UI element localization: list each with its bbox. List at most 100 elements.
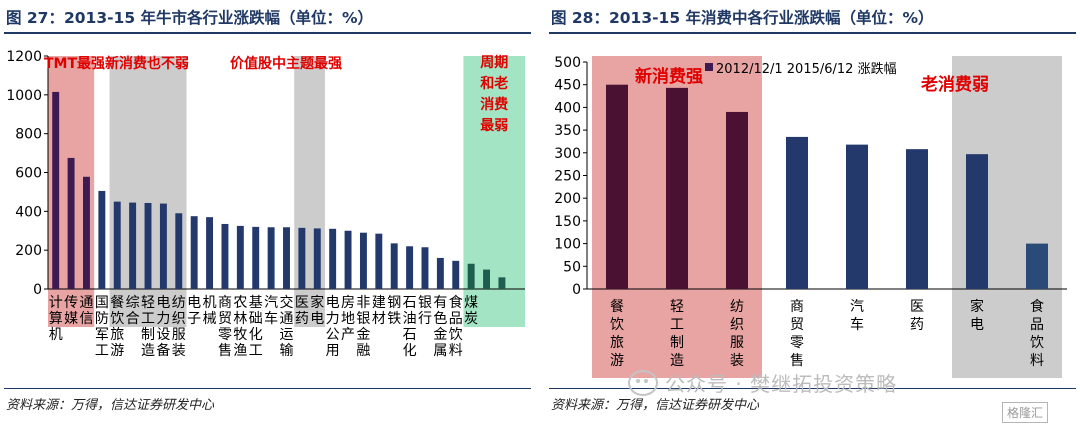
bar-5 <box>906 149 928 289</box>
x-tick-label: 力 <box>156 311 170 327</box>
x-tick-label: 旅 <box>610 335 624 351</box>
y-tick-label: 800 <box>15 127 42 143</box>
x-tick-label: 军 <box>95 327 109 343</box>
x-tick-label: 造 <box>670 353 684 369</box>
bar-7 <box>159 203 167 289</box>
x-tick-label: 饮 <box>610 317 624 333</box>
x-tick-label: 机 <box>203 295 217 311</box>
x-tick-label: 交 <box>280 294 294 311</box>
x-tick-label: 房 <box>341 295 355 311</box>
x-tick-label: 汽 <box>850 299 864 315</box>
x-tick-label: 品 <box>1030 317 1044 333</box>
y-tick-label: 500 <box>554 55 581 71</box>
right-title-rule <box>549 32 1076 34</box>
bar-6 <box>144 202 152 289</box>
x-tick-label: 备 <box>156 342 170 359</box>
x-tick-label: 工 <box>95 343 109 359</box>
x-tick-label: 银 <box>418 295 432 311</box>
bar-14 <box>267 227 275 289</box>
x-tick-label: 旅 <box>110 327 124 343</box>
annotation-label: 和老 <box>480 75 508 92</box>
bar-16 <box>298 227 306 289</box>
x-tick-label: 建 <box>372 295 386 311</box>
x-tick-label: 融 <box>356 343 370 359</box>
x-tick-label: 牧 <box>233 327 247 343</box>
bar-5 <box>129 202 137 289</box>
bar-25 <box>436 257 444 289</box>
bar-10 <box>206 217 214 289</box>
bar-26 <box>452 260 460 289</box>
legend-label: 2012/12/1 2015/6/12 涨跌幅 <box>716 61 897 77</box>
x-tick-label: 石 <box>403 295 417 311</box>
x-tick-label: 品 <box>449 311 463 327</box>
bar-12 <box>236 225 244 289</box>
x-tick-label: 基 <box>249 294 263 311</box>
x-tick-label: 工 <box>249 343 263 359</box>
x-tick-label: 医 <box>910 299 924 315</box>
x-tick-label: 药 <box>295 311 309 327</box>
x-tick-label: 化 <box>249 327 263 343</box>
x-tick-label: 汽 <box>264 295 278 311</box>
x-tick-label: 炭 <box>464 311 478 327</box>
x-tick-label: 有 <box>433 295 447 311</box>
x-tick-label: 电 <box>326 295 340 311</box>
x-tick-label: 轻 <box>141 295 155 311</box>
x-tick-label: 贸 <box>790 317 804 333</box>
left-source-rule <box>4 388 531 389</box>
y-tick-label: 0 <box>33 282 42 298</box>
x-tick-label: 车 <box>264 310 278 327</box>
x-tick-label: 机 <box>49 327 63 343</box>
left-chart-source: 资料来源：万得，信达证券研发中心 <box>6 398 215 413</box>
x-tick-label: 纺 <box>172 295 186 311</box>
x-tick-label: 食 <box>449 294 463 311</box>
x-tick-label: 车 <box>850 316 864 333</box>
bar-0 <box>606 84 628 289</box>
x-tick-label: 零 <box>218 327 232 343</box>
x-tick-label: 制 <box>141 327 155 343</box>
left-chart-title: 图 27：2013-15 年牛市各行业涨跌幅（单位：%） <box>6 9 374 27</box>
bar-24 <box>421 247 429 289</box>
x-tick-label: 装 <box>172 343 186 359</box>
x-tick-label: 钢 <box>387 295 401 311</box>
x-tick-label: 林 <box>233 311 247 327</box>
bar-20 <box>359 232 367 289</box>
bar-1 <box>67 157 75 289</box>
x-tick-label: 媒 <box>64 311 78 327</box>
bar-9 <box>190 216 198 289</box>
y-tick-label: 100 <box>554 237 581 253</box>
x-tick-label: 餐 <box>610 299 624 315</box>
bar-4 <box>113 201 121 289</box>
x-tick-label: 服 <box>172 327 186 343</box>
right-chart-title: 图 28：2013-15 年消费中各行业涨跌幅（单位：%） <box>551 9 934 27</box>
x-tick-label: 属 <box>433 343 447 359</box>
y-tick-label: 200 <box>554 191 581 207</box>
x-tick-label: 非 <box>356 295 370 311</box>
right-chart-panel: 图 28：2013-15 年消费中各行业涨跌幅（单位：%） 0 50 100 150 2… <box>545 0 1080 427</box>
right-chart-source: 资料来源：万得，信达证券研发中心 <box>551 398 760 413</box>
wechat-icon <box>628 370 658 396</box>
bar-2 <box>726 111 748 289</box>
bar-28 <box>483 269 490 289</box>
annotation-label: 价值股中主题最强 <box>230 55 342 72</box>
annotation-label: 老消费弱 <box>920 74 989 95</box>
x-tick-label: 轻 <box>670 299 684 315</box>
y-tick-label: 250 <box>554 169 581 185</box>
x-tick-label: 行 <box>418 311 432 327</box>
x-tick-label: 料 <box>449 343 463 359</box>
x-tick-label: 传 <box>64 295 78 311</box>
x-tick-label: 合 <box>126 311 140 327</box>
x-tick-label: 农 <box>233 295 247 311</box>
bar-27 <box>467 263 475 289</box>
x-tick-label: 公 <box>326 327 340 343</box>
y-tick-label: 350 <box>554 123 581 139</box>
bar-21 <box>375 233 383 289</box>
y-tick-label: 300 <box>554 146 581 162</box>
x-tick-label: 煤 <box>464 295 478 311</box>
x-tick-label: 织 <box>730 317 744 333</box>
x-tick-label: 零 <box>790 335 804 351</box>
x-tick-label: 色 <box>433 310 447 327</box>
gelonghui-badge: 格隆汇 <box>1002 402 1049 423</box>
x-tick-label: 工 <box>670 317 684 333</box>
x-tick-label: 油 <box>403 311 417 327</box>
bar-0 <box>52 91 60 289</box>
